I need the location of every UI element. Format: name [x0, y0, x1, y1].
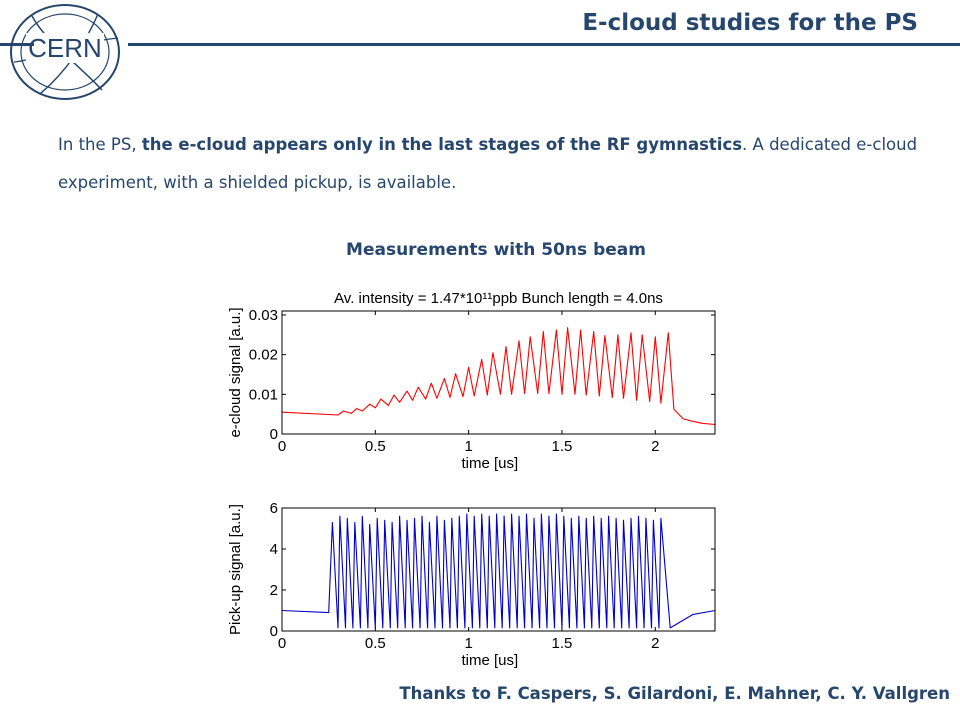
logo-text: CERN	[28, 33, 102, 63]
ecloud-x-tick-label: 0.5	[365, 438, 386, 455]
pickup-x-axis-label: time [us]	[461, 652, 518, 669]
ecloud-series-line	[281, 327, 716, 426]
pickup-y-tick-label: 0	[270, 623, 278, 640]
ecloud-chart-title: Av. intensity = 1.47*10¹¹ppb Bunch lengt…	[334, 290, 663, 307]
slide-title: E-cloud studies for the PS	[582, 10, 918, 36]
ecloud-x-tick-label: 1	[464, 438, 472, 455]
ecloud-y-axis-label: e-cloud signal [a.u.]	[227, 307, 244, 437]
ecloud-y-tick-label: 0.03	[249, 307, 278, 324]
pickup-x-tick-label: 1	[464, 635, 472, 652]
header-rule	[128, 43, 960, 46]
pickup-x-tick-label: 0	[278, 635, 286, 652]
pickup-x-tick-label: 1.5	[552, 635, 573, 652]
intro-text-2: . A dedicated e-cloud experiment, with a…	[58, 135, 918, 192]
pickup-y-tick-label: 6	[270, 500, 278, 517]
measurement-plots: 0 0.5 1 1.5 2 0 0.01 0.02 0.03 time [us] e-cloud s…	[227, 290, 716, 669]
intro-text-1: In the PS,	[58, 135, 142, 154]
ecloud-x-tick-label: 2	[651, 438, 659, 455]
ecloud-plot-frame	[281, 310, 716, 435]
acknowledgement: Thanks to F. Caspers, S. Gilardoni, E. M…	[399, 684, 950, 703]
ecloud-chart: 0 0.5 1 1.5 2 0 0.01 0.02 0.03 time [us] e-cloud s…	[227, 290, 716, 472]
header-rule-left	[0, 43, 34, 46]
pickup-chart: 0 0.5 1 1.5 2 0 2 4 6 time [us] Pick-up signal [a.…	[227, 500, 716, 669]
pickup-y-tick-label: 2	[270, 582, 278, 599]
intro-paragraph: In the PS, the e-cloud appears only in t…	[58, 126, 938, 202]
pickup-y-axis-label: Pick-up signal [a.u.]	[227, 504, 244, 635]
pickup-x-tick-label: 2	[651, 635, 659, 652]
ecloud-x-axis-label: time [us]	[461, 455, 518, 472]
pickup-x-tick-label: 0.5	[365, 635, 386, 652]
cern-logo: CERN	[10, 4, 120, 100]
ecloud-x-tick-label: 0	[278, 438, 286, 455]
ecloud-x-tick-label: 1.5	[552, 438, 573, 455]
plots-heading: Measurements with 50ns beam	[346, 240, 646, 260]
pickup-series-line	[281, 513, 716, 629]
pickup-y-tick-label: 4	[270, 541, 278, 558]
intro-bold-text: the e-cloud appears only in the last sta…	[141, 135, 743, 154]
ecloud-y-tick-label: 0.02	[249, 347, 278, 364]
ecloud-y-tick-label: 0	[270, 426, 278, 443]
pickup-plot-frame	[281, 507, 716, 632]
ecloud-y-tick-label: 0.01	[249, 386, 278, 403]
